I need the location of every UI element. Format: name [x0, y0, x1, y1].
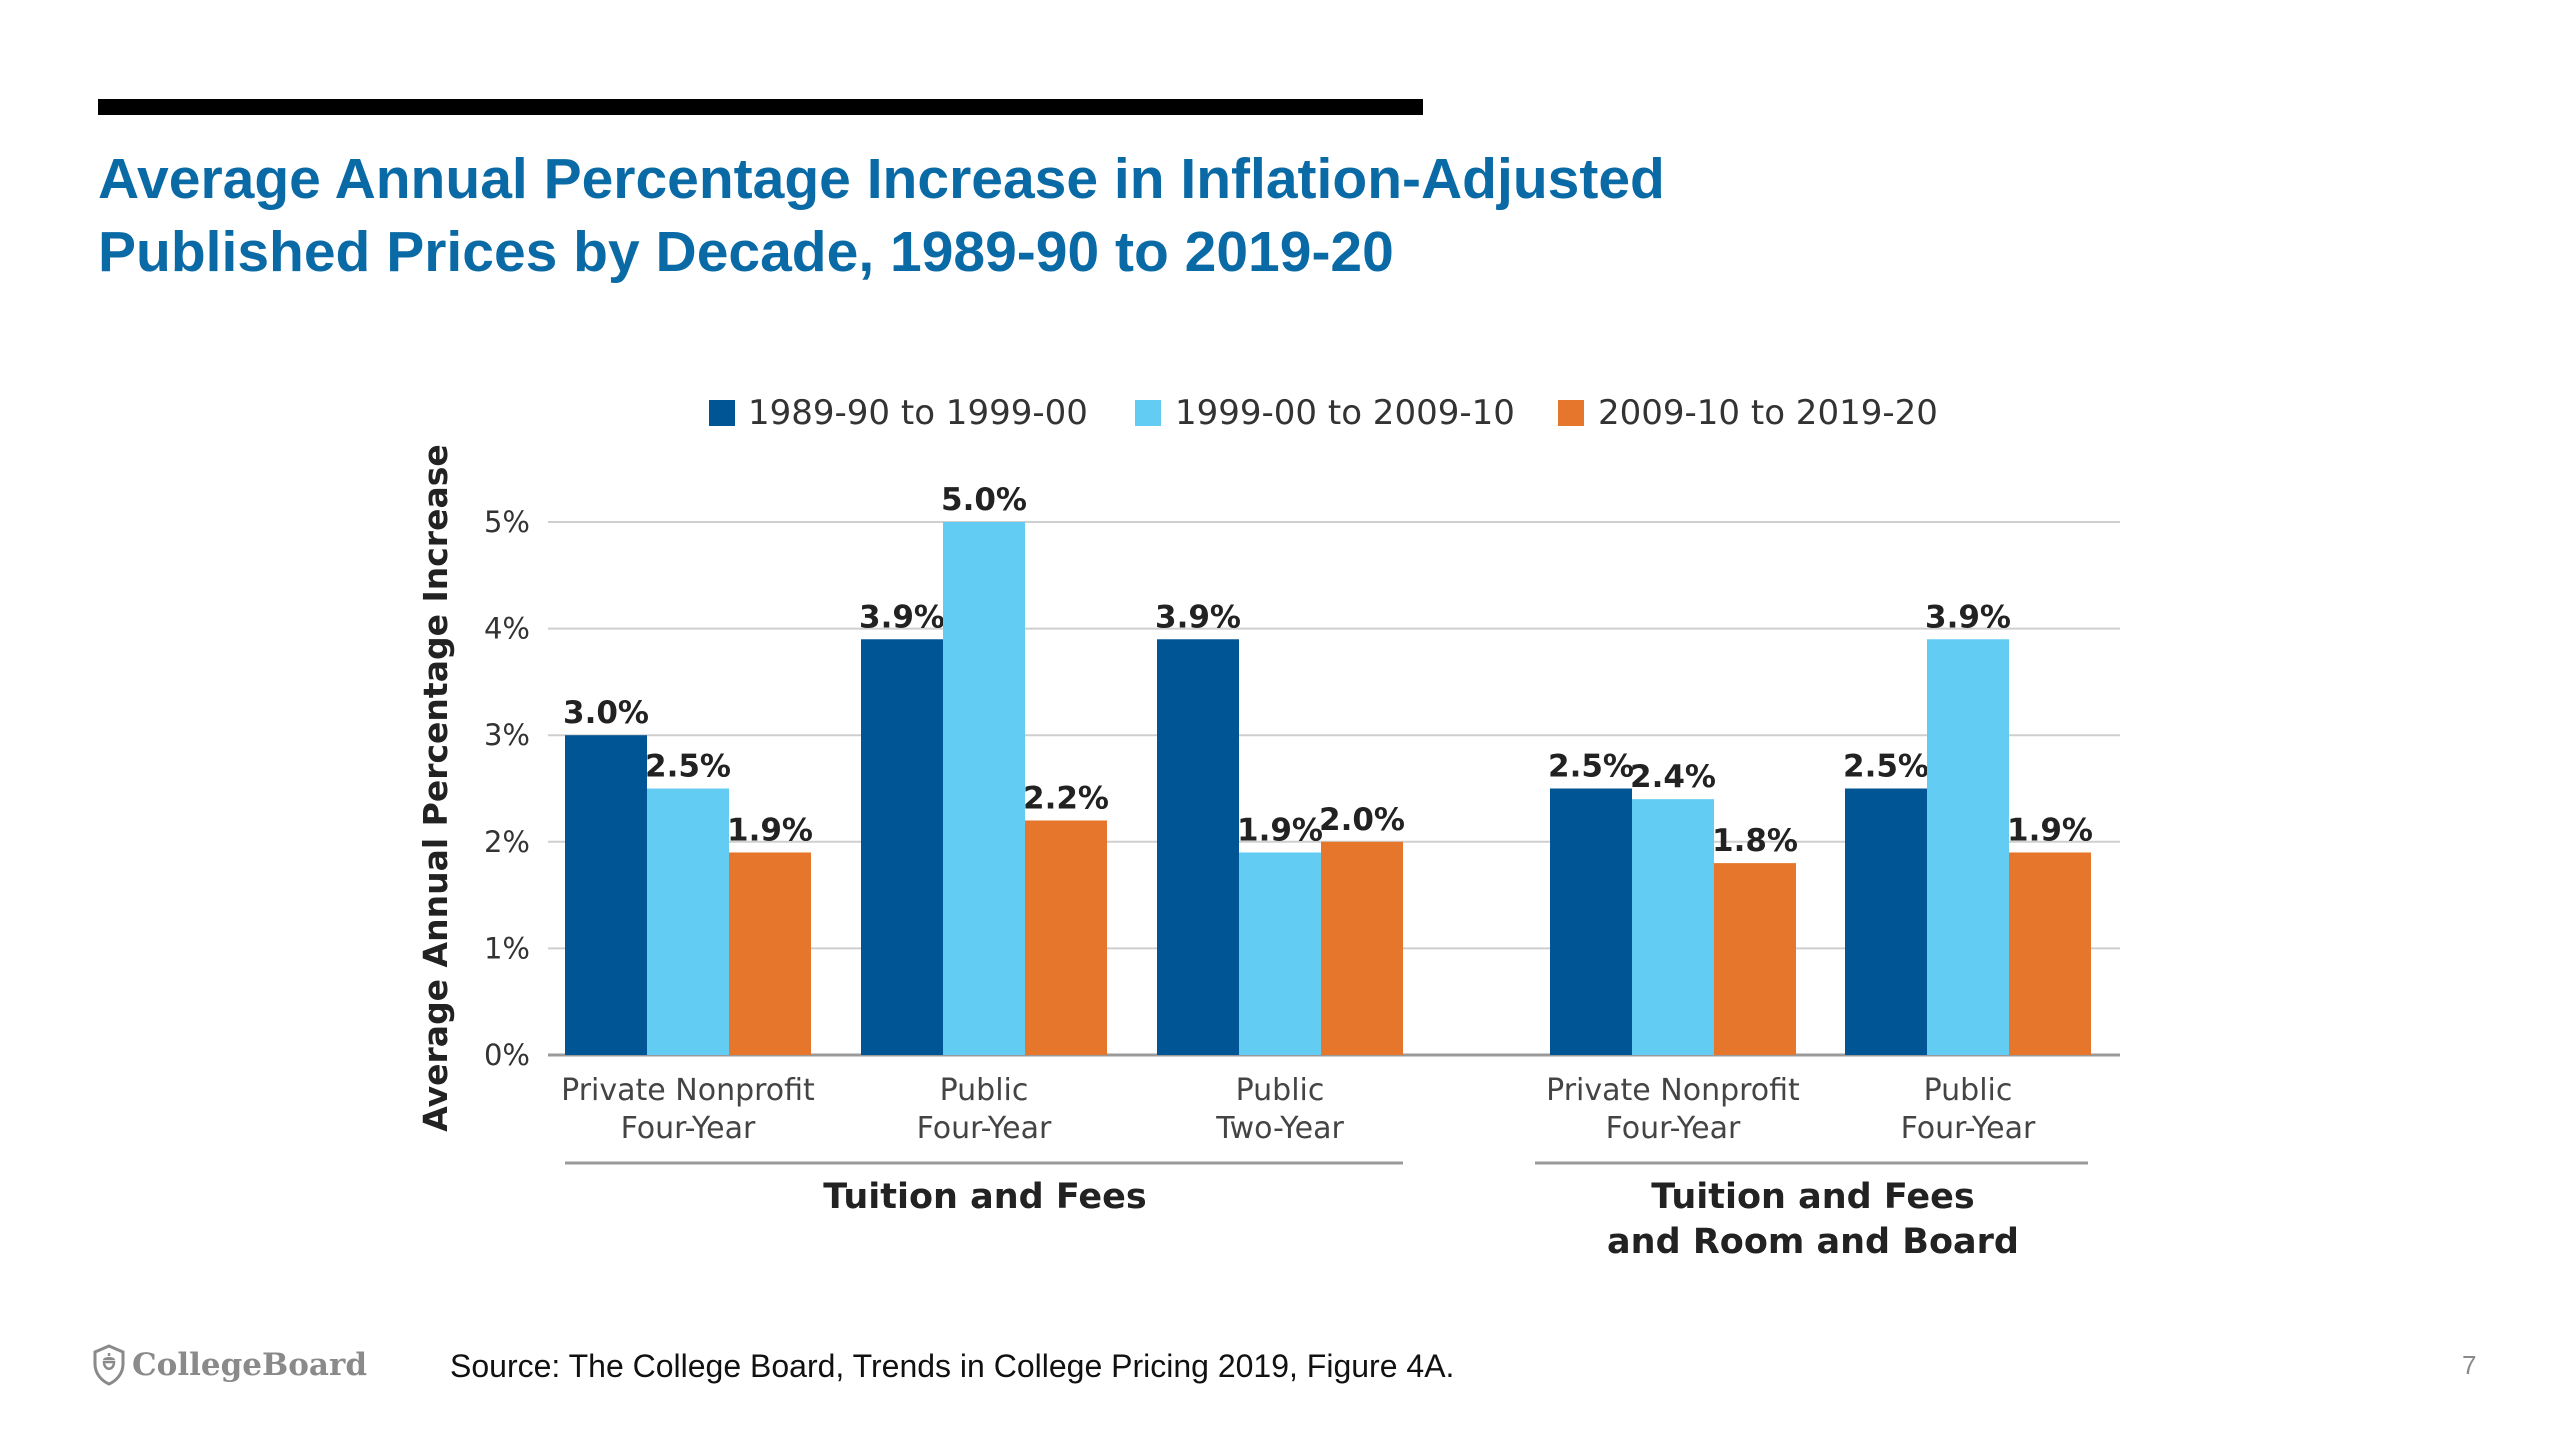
group-label: Tuition and Fees: [1651, 1177, 1974, 1217]
category-label: Public: [1236, 1073, 1325, 1108]
bar: [1025, 820, 1107, 1055]
data-label: 2.4%: [1630, 759, 1716, 795]
title-rule: [98, 99, 1423, 115]
data-label: 3.9%: [1925, 599, 2011, 635]
category-label: Private Nonprofit: [561, 1073, 815, 1108]
bar: [1157, 639, 1239, 1055]
bar: [1321, 841, 1403, 1055]
bar: [729, 852, 811, 1055]
slide-title-line-2: Published Prices by Decade, 1989-90 to 2…: [98, 220, 1394, 284]
slide-title: Average Annual Percentage Increase in In…: [98, 143, 1948, 289]
category-label: Four-Year: [917, 1111, 1052, 1146]
data-label: 5.0%: [941, 482, 1027, 518]
data-label: 1.8%: [1712, 823, 1798, 859]
y-tick-label: 5%: [484, 505, 530, 539]
data-label: 3.9%: [859, 599, 945, 635]
bar: [565, 735, 647, 1055]
slide-title-line-1: Average Annual Percentage Increase in In…: [98, 147, 1665, 211]
legend-label: 1989-90 to 1999-00: [748, 393, 1088, 433]
page-number: 7: [2462, 1350, 2477, 1380]
bar: [861, 639, 943, 1055]
bar: [1845, 788, 1927, 1055]
bar: [943, 522, 1025, 1055]
category-label: Four-Year: [1901, 1111, 2036, 1146]
legend-label: 2009-10 to 2019-20: [1598, 393, 1938, 433]
category-label: Two-Year: [1215, 1111, 1344, 1146]
data-label: 3.9%: [1155, 599, 1241, 635]
data-label: 2.5%: [645, 749, 731, 785]
y-axis-title: Average Annual Percentage Increase: [416, 444, 455, 1131]
data-label: 2.0%: [1319, 802, 1405, 838]
y-tick-label: 3%: [484, 718, 530, 752]
college-board-logo: CollegeBoard: [92, 1340, 367, 1390]
data-label: 2.5%: [1843, 749, 1929, 785]
bar: [2009, 852, 2091, 1055]
category-label: Four-Year: [1606, 1111, 1741, 1146]
group-label: Tuition and Fees: [823, 1177, 1146, 1217]
y-tick-label: 2%: [484, 825, 530, 859]
group-label: and Room and Board: [1607, 1222, 2019, 1262]
legend-swatch: [1135, 400, 1161, 426]
source-note: Source: The College Board, Trends in Col…: [450, 1348, 1455, 1384]
y-tick-label: 4%: [484, 612, 530, 646]
bar: [1632, 799, 1714, 1055]
data-label: 1.9%: [1237, 812, 1323, 848]
data-label: 2.5%: [1548, 749, 1634, 785]
category-label: Four-Year: [621, 1111, 756, 1146]
y-tick-label: 1%: [484, 931, 530, 965]
legend-swatch: [1558, 400, 1584, 426]
data-label: 3.0%: [563, 695, 649, 731]
data-label: 1.9%: [2007, 812, 2093, 848]
bar: [1927, 639, 2009, 1055]
legend-label: 1999-00 to 2009-10: [1175, 393, 1515, 433]
y-tick-label: 0%: [484, 1038, 530, 1072]
logo-text: CollegeBoard: [132, 1347, 367, 1383]
bar: [647, 788, 729, 1055]
data-label: 1.9%: [727, 812, 813, 848]
bar: [1239, 852, 1321, 1055]
bar: [1714, 863, 1796, 1055]
bar: [1550, 788, 1632, 1055]
category-label: Public: [940, 1073, 1029, 1108]
data-label: 2.2%: [1023, 780, 1109, 816]
acorn-shield-icon: [93, 1344, 125, 1386]
category-label: Public: [1924, 1073, 2013, 1108]
category-label: Private Nonprofit: [1546, 1073, 1800, 1108]
legend-swatch: [709, 400, 735, 426]
